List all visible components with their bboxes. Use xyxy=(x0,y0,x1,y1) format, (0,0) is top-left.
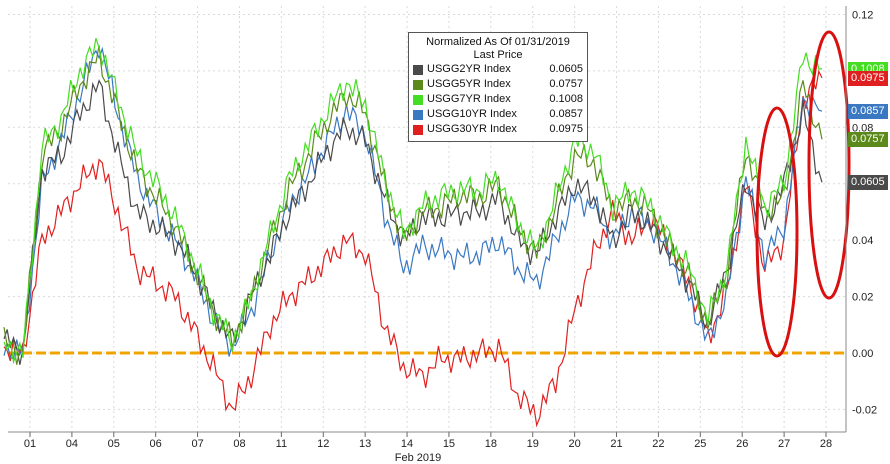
legend-series-value: 0.0605 xyxy=(549,63,583,75)
y-tick-label: 0.02 xyxy=(852,292,873,304)
y-tick-label: 0.04 xyxy=(852,235,873,247)
legend-title: Normalized As Of 01/31/2019 xyxy=(426,36,570,48)
last-price-tag: 0.0757 xyxy=(848,132,888,148)
x-tick-label: 21 xyxy=(610,438,622,450)
x-tick-label: 27 xyxy=(778,438,790,450)
highlight-oval xyxy=(807,30,851,300)
x-tick-label: 14 xyxy=(401,438,413,450)
x-tick-label: 01 xyxy=(24,438,36,450)
legend-series-name: USGG10YR Index xyxy=(427,108,517,120)
legend-row: USGG30YR Index 0.0975 xyxy=(413,122,583,137)
last-price-tag: 0.0605 xyxy=(848,175,888,191)
legend-series-value: 0.0757 xyxy=(549,78,583,90)
x-tick-label: 18 xyxy=(485,438,497,450)
legend-series-name: USGG5YR Index xyxy=(427,78,511,90)
y-tick-label: 0.00 xyxy=(852,348,873,360)
x-tick-label: 12 xyxy=(317,438,329,450)
legend-swatch xyxy=(413,94,423,105)
legend-series-name: USGG30YR Index xyxy=(427,123,517,135)
x-tick-label: 19 xyxy=(527,438,539,450)
x-tick-label: 11 xyxy=(276,438,287,450)
series-lines xyxy=(3,38,823,428)
legend: Normalized As Of 01/31/2019 Last Price U… xyxy=(408,32,588,142)
y-tick-label: -0.02 xyxy=(852,404,877,416)
highlight-ovals xyxy=(755,30,851,358)
legend-row: USGG2YR Index 0.0605 xyxy=(413,62,583,77)
legend-swatch xyxy=(413,64,423,75)
legend-subtitle: Last Price xyxy=(473,49,523,61)
legend-row: USGG7YR Index 0.1008 xyxy=(413,92,583,107)
x-tick-label: 15 xyxy=(443,438,455,450)
x-axis-label: Feb 2019 xyxy=(395,452,441,464)
legend-row: USGG10YR Index 0.0857 xyxy=(413,107,583,122)
x-tick-label: 20 xyxy=(569,438,581,450)
series-line xyxy=(3,38,823,365)
series-line xyxy=(3,79,823,365)
x-tick-label: 05 xyxy=(108,438,120,450)
series-line xyxy=(3,46,823,360)
x-tick-label: 26 xyxy=(736,438,748,450)
legend-series-name: USGG2YR Index xyxy=(427,63,511,75)
legend-series-value: 0.0857 xyxy=(549,108,583,120)
series-line xyxy=(3,45,823,365)
legend-swatch xyxy=(413,79,423,90)
legend-swatch xyxy=(413,124,423,135)
legend-swatch xyxy=(413,109,423,120)
x-tick-label: 07 xyxy=(191,438,203,450)
x-tick-label: 04 xyxy=(66,438,78,450)
last-price-tag: 0.0857 xyxy=(848,104,888,120)
x-tick-label: 13 xyxy=(359,438,371,450)
x-tick-label: 06 xyxy=(150,438,162,450)
x-tick-label: 25 xyxy=(694,438,706,450)
x-tick-label: 08 xyxy=(233,438,245,450)
highlight-oval xyxy=(755,106,799,358)
gridlines xyxy=(8,6,846,432)
legend-series-value: 0.0975 xyxy=(549,123,583,135)
legend-row: USGG5YR Index 0.0757 xyxy=(413,77,583,92)
y-tick-label: 0.12 xyxy=(852,9,873,21)
legend-series-name: USGG7YR Index xyxy=(427,93,511,105)
x-tick-label: 28 xyxy=(820,438,832,450)
y-tick-label: 0.08 xyxy=(852,122,873,134)
legend-series-value: 0.1008 xyxy=(549,93,583,105)
last-price-tag: 0.0975 xyxy=(848,70,888,86)
x-tick-label: 22 xyxy=(652,438,664,450)
